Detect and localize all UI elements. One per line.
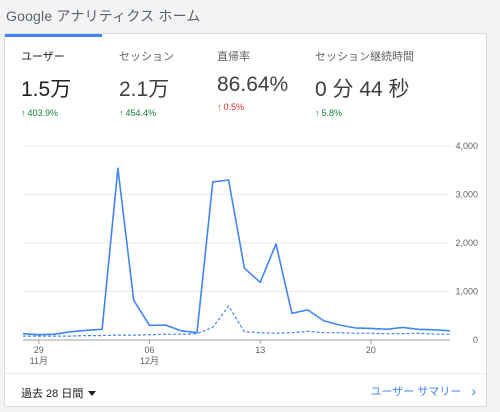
primary-series-line bbox=[22, 167, 451, 336]
y-tick-label: 2,000 bbox=[455, 238, 478, 248]
metric-change-value: 403.9% bbox=[27, 108, 59, 118]
y-tick-label: 1,000 bbox=[455, 287, 478, 297]
active-tab-indicator bbox=[5, 34, 102, 37]
metric-value: 1.5万 bbox=[21, 78, 72, 101]
metric-value: 86.64% bbox=[217, 73, 289, 96]
user-summary-label: ユーザー サマリー bbox=[370, 386, 462, 398]
home-overview-card: ユーザー 1.5万 ↑ 403.9% セッション 2.1万 ↑ 454.4% 直… bbox=[4, 33, 487, 407]
chevron-right-icon: › bbox=[471, 383, 476, 399]
caret-down-icon bbox=[88, 390, 97, 396]
metric-change-value: 5.8% bbox=[321, 108, 343, 118]
x-tick-month-label: 11月 bbox=[30, 356, 48, 366]
arrow-up-icon: ↑ bbox=[21, 108, 26, 118]
metric-value: 2.1万 bbox=[119, 78, 170, 101]
y-tick-label: 3,000 bbox=[455, 190, 478, 200]
arrow-up-icon: ↑ bbox=[119, 108, 124, 118]
metric-label: セッション bbox=[119, 51, 174, 63]
metric-bounce-rate[interactable]: 直帰率 86.64% ↑ 0.5% bbox=[217, 48, 288, 112]
x-tick-label: 13 bbox=[255, 345, 265, 355]
user-summary-link[interactable]: ユーザー サマリー › bbox=[370, 383, 476, 399]
metric-label: セッション継続時間 bbox=[315, 51, 414, 63]
metric-change-value: 454.4% bbox=[125, 108, 157, 118]
metric-users[interactable]: ユーザー 1.5万 ↑ 403.9% bbox=[21, 48, 71, 118]
arrow-up-icon: ↑ bbox=[315, 108, 320, 118]
metric-sessions[interactable]: セッション 2.1万 ↑ 454.4% bbox=[119, 48, 174, 118]
page-title: Google アナリティクス ホーム bbox=[6, 8, 201, 24]
metric-value: 0 分 44 秒 bbox=[315, 78, 410, 101]
y-tick-label: 4,000 bbox=[455, 141, 478, 151]
metric-change: ↑ 5.8% bbox=[315, 108, 414, 118]
metric-change: ↑ 403.9% bbox=[21, 108, 71, 118]
x-tick-label: 29 bbox=[34, 345, 44, 355]
date-range-label: 過去 28 日間 bbox=[21, 388, 84, 400]
x-tick-label: 20 bbox=[366, 345, 376, 355]
metric-change: ↑ 0.5% bbox=[217, 102, 288, 112]
metric-change-value: 0.5% bbox=[223, 102, 245, 112]
x-tick-month-label: 12月 bbox=[140, 356, 159, 366]
footer-divider bbox=[5, 373, 486, 374]
arrow-up-icon: ↑ bbox=[217, 102, 222, 112]
date-range-dropdown[interactable]: 過去 28 日間 bbox=[21, 385, 97, 401]
comparison-series-line bbox=[23, 305, 450, 337]
metric-label: 直帰率 bbox=[217, 51, 250, 63]
x-tick-label: 06 bbox=[145, 345, 155, 355]
metric-label: ユーザー bbox=[21, 51, 65, 63]
metric-session-duration[interactable]: セッション継続時間 0 分 44 秒 ↑ 5.8% bbox=[315, 48, 414, 118]
y-tick-label: 0 bbox=[473, 335, 478, 345]
metric-change: ↑ 454.4% bbox=[119, 108, 174, 118]
